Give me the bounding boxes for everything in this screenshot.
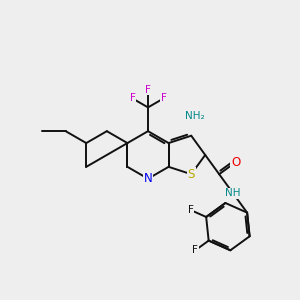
Text: NH: NH — [225, 188, 241, 198]
Text: F: F — [160, 94, 166, 103]
Text: F: F — [192, 245, 198, 255]
Text: NH₂: NH₂ — [185, 110, 205, 121]
Text: N: N — [144, 172, 152, 185]
Text: F: F — [188, 205, 194, 215]
Text: F: F — [130, 94, 136, 103]
Text: F: F — [145, 85, 151, 94]
Text: O: O — [231, 156, 240, 169]
Text: S: S — [188, 168, 195, 181]
